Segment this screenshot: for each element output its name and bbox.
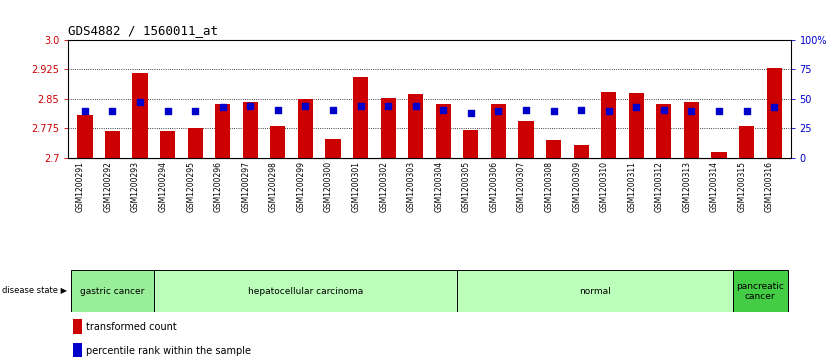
Bar [546,140,561,158]
Point [106,108,119,114]
Text: hepatocellular carcinoma: hepatocellular carcinoma [248,287,363,296]
Bar [519,121,534,158]
Text: GSM1200303: GSM1200303 [407,161,415,212]
Bar [380,98,396,158]
Text: GSM1200296: GSM1200296 [214,161,223,212]
Text: GSM1200311: GSM1200311 [627,161,636,212]
Point [575,107,588,113]
Text: GSM1200306: GSM1200306 [490,161,499,212]
Bar [711,152,726,158]
Bar [105,131,120,158]
Text: GSM1200300: GSM1200300 [324,161,333,212]
Point [547,108,560,114]
Text: GSM1200309: GSM1200309 [572,161,581,212]
Bar [133,73,148,158]
Point [299,103,312,109]
Bar [73,319,82,334]
Text: GSM1200291: GSM1200291 [76,161,85,212]
Text: GSM1200308: GSM1200308 [545,161,554,212]
Text: GSM1200304: GSM1200304 [435,161,444,212]
Point [685,108,698,114]
Text: percentile rank within the sample: percentile rank within the sample [86,346,251,356]
Text: GSM1200305: GSM1200305 [462,161,471,212]
Point [188,108,202,114]
Point [602,108,615,114]
Point [767,104,781,110]
Bar [270,126,285,158]
Text: GSM1200315: GSM1200315 [737,161,746,212]
Bar [298,99,313,158]
Text: GSM1200313: GSM1200313 [682,161,691,212]
Text: GSM1200297: GSM1200297 [241,161,250,212]
Bar [601,92,616,158]
Bar [463,130,479,158]
Bar [574,144,589,158]
Point [78,108,92,114]
Bar [188,129,203,158]
Text: transformed count: transformed count [86,322,177,333]
Point [465,110,478,116]
Text: disease state ▶: disease state ▶ [2,285,67,294]
Bar [457,270,733,312]
Bar [153,270,457,312]
Point [354,103,367,109]
Text: GSM1200316: GSM1200316 [765,161,774,212]
Text: GSM1200293: GSM1200293 [131,161,140,212]
Bar [435,105,451,158]
Point [437,107,450,113]
Text: GSM1200298: GSM1200298 [269,161,278,212]
Point [409,103,422,109]
Bar [733,270,788,312]
Bar [408,94,424,158]
Point [657,107,671,113]
Text: GSM1200302: GSM1200302 [379,161,388,212]
Text: GSM1200314: GSM1200314 [710,161,719,212]
Text: normal: normal [579,287,610,296]
Point [244,103,257,109]
Text: GSM1200310: GSM1200310 [600,161,609,212]
Text: GSM1200294: GSM1200294 [158,161,168,212]
Point [630,104,643,110]
Point [381,103,394,109]
Bar [71,270,153,312]
Text: GSM1200312: GSM1200312 [655,161,664,212]
Bar [491,105,506,158]
Text: GSM1200299: GSM1200299 [296,161,305,212]
Bar [160,131,175,158]
Bar [325,139,340,158]
Bar [766,68,781,158]
Bar [78,115,93,158]
Text: GSM1200292: GSM1200292 [103,161,113,212]
Point [133,99,147,105]
Point [492,108,505,114]
Point [161,108,174,114]
Bar [215,105,230,158]
Text: GSM1200295: GSM1200295 [186,161,195,212]
Point [740,108,753,114]
Point [520,107,533,113]
Text: GSM1200307: GSM1200307 [517,161,526,212]
Text: pancreatic
cancer: pancreatic cancer [736,282,784,301]
Bar [73,343,82,357]
Text: GDS4882 / 1560011_at: GDS4882 / 1560011_at [68,24,219,37]
Point [216,104,229,110]
Text: GSM1200301: GSM1200301 [352,161,360,212]
Bar [656,105,671,158]
Point [326,107,339,113]
Point [271,107,284,113]
Bar [243,102,258,158]
Point [712,108,726,114]
Bar [739,126,754,158]
Text: gastric cancer: gastric cancer [80,287,144,296]
Bar [353,77,368,158]
Bar [684,102,699,158]
Bar [629,93,644,158]
